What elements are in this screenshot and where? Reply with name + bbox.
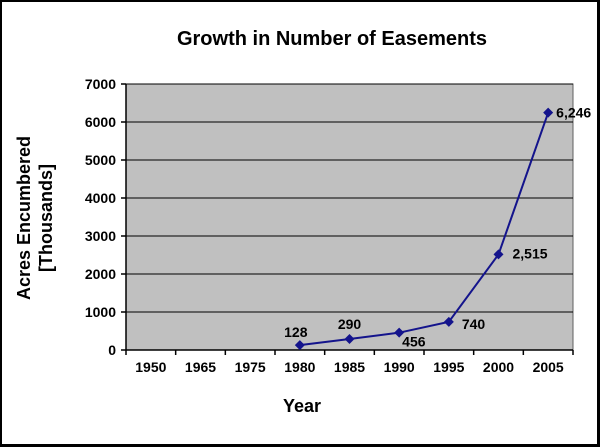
chart-title: Growth in Number of Easements [176, 28, 488, 50]
x-tick-label: 1980 [284, 359, 315, 375]
y-tick-label: 7000 [85, 76, 116, 92]
y-tick-label: 6000 [85, 114, 116, 130]
series-line [299, 112, 550, 347]
x-tick-label: 1995 [433, 359, 464, 375]
data-point-label-1995: 740 [462, 316, 486, 332]
y-tick-label: 0 [108, 342, 116, 358]
data-point-label-2005: 6,246 [556, 105, 591, 121]
y-tick-label: 5000 [85, 152, 116, 168]
data-point-marker-1985 [344, 333, 355, 344]
x-tick-label: 1975 [235, 359, 266, 375]
x-axis-title: Year [282, 396, 322, 416]
x-tick-label: 2005 [533, 359, 564, 375]
data-point-marker-1990 [394, 327, 405, 338]
x-tick-label: 1950 [135, 359, 166, 375]
data-point-marker-2000 [493, 249, 504, 260]
x-tick-label: 1965 [185, 359, 216, 375]
y-tick-label: 3000 [85, 228, 116, 244]
data-point-marker-2005 [543, 107, 554, 118]
x-tick-label: 1990 [384, 359, 415, 375]
data-point-label-1980: 128 [284, 324, 308, 340]
y-tick-label: 2000 [85, 266, 116, 282]
data-point-marker-1995 [443, 316, 454, 327]
data-point-marker-1980 [294, 340, 305, 351]
x-tick-label: 2000 [483, 359, 514, 375]
data-point-label-1990: 456 [402, 334, 426, 350]
plot-area [125, 83, 574, 351]
y-tick-label: 1000 [85, 304, 116, 320]
y-tick-label: 4000 [85, 190, 116, 206]
data-point-label-2000: 2,515 [513, 245, 548, 261]
data-point-label-1985: 290 [338, 316, 362, 332]
x-tick-label: 1985 [334, 359, 365, 375]
